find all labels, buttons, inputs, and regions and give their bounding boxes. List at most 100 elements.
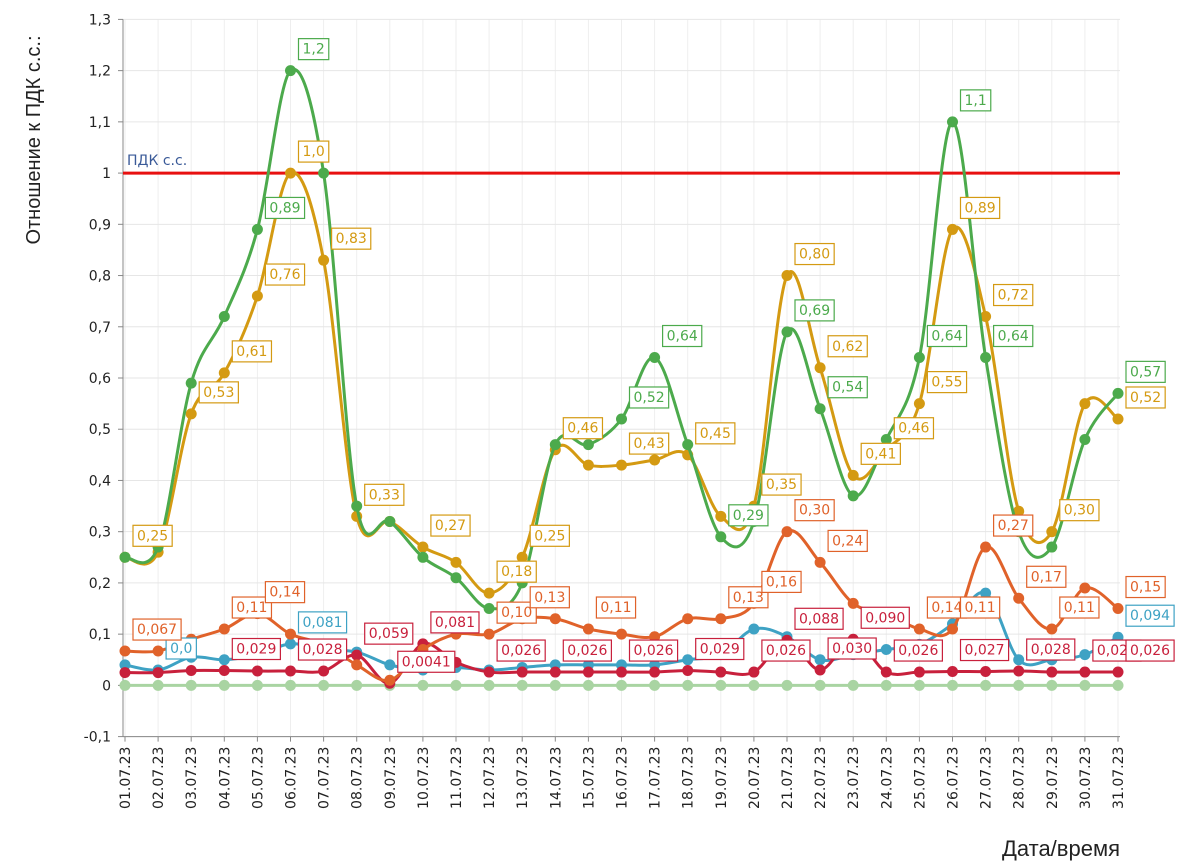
- data-label-text: 0,52: [634, 390, 665, 406]
- data-point: [1112, 679, 1124, 691]
- data-point: [285, 638, 296, 650]
- data-point: [1112, 666, 1124, 678]
- data-label-box: [695, 422, 736, 445]
- data-point: [516, 679, 528, 691]
- y-tick-label: 0,1: [89, 627, 111, 643]
- data-point: [980, 352, 992, 364]
- data-point: [1013, 665, 1025, 677]
- data-label-box: [1026, 565, 1067, 588]
- data-label-text: 0,030: [832, 641, 872, 657]
- data-point: [1079, 679, 1091, 691]
- data-label-box: [992, 324, 1034, 348]
- data-label-text: 0,0041: [402, 654, 451, 670]
- data-label-text: 0,16: [766, 574, 797, 590]
- data-label-box: [397, 650, 456, 673]
- data-label-text: 0,088: [799, 611, 839, 627]
- data-label-text: 0,45: [700, 426, 731, 442]
- data-point: [483, 628, 495, 640]
- data-label-text: 0,13: [534, 590, 565, 606]
- data-point: [814, 664, 826, 676]
- data-label: 0,0: [165, 637, 197, 660]
- data-label: 0,11: [959, 596, 1001, 619]
- data-label-box: [794, 499, 835, 522]
- data-label-box: [860, 606, 910, 629]
- data-point: [1046, 666, 1058, 678]
- data-point: [351, 659, 363, 671]
- data-point: [1079, 582, 1091, 594]
- y-tick-label: 1,2: [89, 64, 111, 80]
- data-label-box: [794, 242, 835, 266]
- x-tick-label: 29.07.23: [1045, 747, 1061, 809]
- data-label-box: [132, 524, 173, 547]
- data-label-text: 0,80: [799, 247, 830, 263]
- data-label: 0,026: [496, 639, 546, 662]
- data-label: 0,081: [430, 611, 480, 634]
- y-tick-label: -0,1: [84, 730, 111, 746]
- data-point: [847, 597, 859, 609]
- data-point: [384, 674, 396, 686]
- data-label: 0,026: [628, 639, 679, 662]
- data-label-text: 0,83: [336, 231, 367, 247]
- data-label: 0,72: [992, 283, 1034, 307]
- data-label: 0,16: [761, 570, 802, 594]
- data-label: 0,094: [1125, 604, 1175, 627]
- data-point: [549, 613, 561, 625]
- data-point: [119, 645, 131, 657]
- data-label-text: 0,25: [534, 528, 565, 544]
- data-point: [715, 613, 727, 625]
- data-point: [152, 667, 164, 679]
- y-tick-label: 0,3: [89, 525, 111, 541]
- data-point: [781, 679, 793, 691]
- data-point: [318, 665, 330, 677]
- data-point: [582, 459, 594, 471]
- data-point: [715, 666, 727, 678]
- data-label-box: [827, 376, 868, 399]
- data-label-text: 0,11: [1064, 600, 1095, 616]
- data-label: 0,15: [1125, 575, 1166, 599]
- x-tick-label: 22.07.23: [813, 747, 829, 809]
- data-label-text: 0,72: [998, 288, 1029, 304]
- data-point: [285, 679, 296, 691]
- data-label-text: 0,89: [269, 200, 300, 216]
- data-point: [913, 666, 925, 678]
- data-point: [417, 541, 429, 553]
- data-label: 1,0: [297, 140, 330, 163]
- data-label-box: [1059, 596, 1100, 619]
- data-point: [549, 679, 561, 691]
- data-label-text: 0,29: [733, 508, 764, 524]
- data-point: [682, 613, 694, 625]
- data-point: [880, 433, 892, 445]
- data-point: [119, 659, 131, 671]
- data-label: 0,29: [728, 504, 769, 527]
- data-label-text: 0,028: [1031, 642, 1071, 658]
- data-point: [582, 666, 594, 678]
- x-tick-label: 20.07.23: [747, 747, 763, 809]
- data-point: [1079, 666, 1091, 678]
- data-label-text: 0,62: [832, 339, 863, 355]
- data-point: [1079, 649, 1091, 661]
- data-label: 0,46: [562, 417, 604, 440]
- data-label-box: [231, 637, 281, 661]
- data-point: [814, 362, 826, 374]
- data-label: 0,11: [231, 596, 273, 619]
- data-label-text: 1,1: [965, 93, 987, 109]
- x-tick-label: 21.07.23: [780, 747, 796, 809]
- data-label: 0,059: [364, 622, 414, 645]
- data-point: [947, 679, 958, 691]
- data-label-text: 0,028: [303, 642, 343, 658]
- data-point: [682, 679, 694, 691]
- data-label-box: [761, 639, 811, 662]
- reference-label: ПДК с.с.: [127, 153, 187, 169]
- data-point: [947, 666, 958, 678]
- data-label: 0,64: [926, 324, 968, 348]
- data-point: [814, 654, 826, 666]
- data-label: 0,17: [1026, 565, 1067, 588]
- data-point: [218, 367, 230, 379]
- data-label-text: 0,46: [898, 421, 929, 437]
- data-point: [516, 551, 528, 563]
- data-label-text: 0,76: [269, 267, 300, 283]
- data-label: 0,088: [794, 607, 844, 630]
- x-tick-label: 31.07.23: [1111, 747, 1127, 809]
- x-tick-label: 23.07.23: [846, 747, 862, 809]
- x-tick-label: 19.07.23: [714, 747, 730, 809]
